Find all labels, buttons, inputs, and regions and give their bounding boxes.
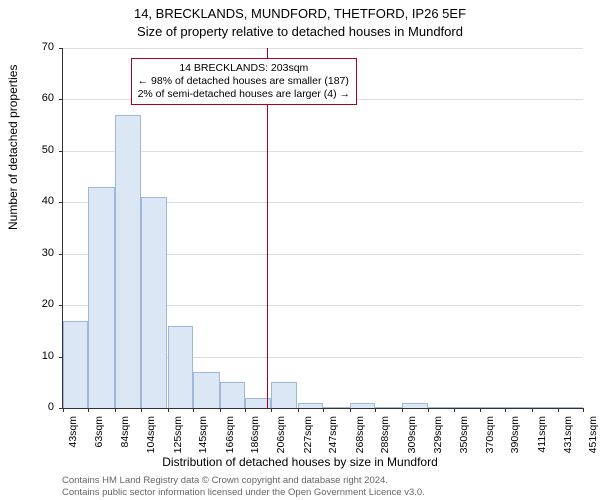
histogram-bar [168, 326, 193, 408]
y-tick-label: 40 [24, 195, 54, 207]
histogram-bar [193, 372, 220, 408]
histogram-bar [505, 407, 532, 408]
histogram-bar [141, 197, 168, 408]
y-tick [59, 202, 63, 203]
histogram-bar [480, 407, 505, 408]
y-tick-label: 30 [24, 247, 54, 259]
x-tick [428, 408, 429, 412]
histogram-bar [323, 407, 350, 408]
histogram-bar [63, 321, 88, 408]
gridline [63, 151, 583, 152]
x-tick [532, 408, 533, 412]
x-tick [505, 408, 506, 412]
histogram-bar [220, 382, 245, 408]
histogram-bar [88, 187, 115, 408]
y-tick-label: 0 [24, 401, 54, 413]
x-tick [193, 408, 194, 412]
y-tick [59, 151, 63, 152]
x-tick [375, 408, 376, 412]
chart-container: 14, BRECKLANDS, MUNDFORD, THETFORD, IP26… [0, 0, 600, 500]
x-tick [323, 408, 324, 412]
x-tick [141, 408, 142, 412]
info-box: 14 BRECKLANDS: 203sqm← 98% of detached h… [131, 58, 357, 105]
y-tick-label: 50 [24, 144, 54, 156]
footer-line1: Contains HM Land Registry data © Crown c… [62, 475, 582, 487]
histogram-bar [402, 403, 427, 408]
histogram-bar [298, 403, 323, 408]
x-tick [558, 408, 559, 412]
x-tick [298, 408, 299, 412]
y-tick [59, 99, 63, 100]
histogram-bar [532, 407, 557, 408]
x-tick [220, 408, 221, 412]
y-tick-label: 10 [24, 350, 54, 362]
histogram-bar [428, 407, 455, 408]
y-tick [59, 305, 63, 306]
chart-title-line2: Size of property relative to detached ho… [0, 24, 600, 39]
y-tick-label: 60 [24, 92, 54, 104]
histogram-bar [271, 382, 298, 408]
info-box-line: ← 98% of detached houses are smaller (18… [138, 75, 350, 88]
x-tick [480, 408, 481, 412]
x-tick [583, 408, 584, 412]
x-tick [454, 408, 455, 412]
gridline [63, 48, 583, 49]
x-tick [88, 408, 89, 412]
x-tick [402, 408, 403, 412]
histogram-bar [350, 403, 375, 408]
y-tick-label: 20 [24, 298, 54, 310]
info-box-title: 14 BRECKLANDS: 203sqm [138, 62, 350, 75]
x-tick [245, 408, 246, 412]
y-tick [59, 48, 63, 49]
histogram-bar [375, 407, 402, 408]
histogram-bar [454, 407, 479, 408]
x-tick [115, 408, 116, 412]
footer-attribution: Contains HM Land Registry data © Crown c… [62, 475, 582, 499]
chart-title-line1: 14, BRECKLANDS, MUNDFORD, THETFORD, IP26… [0, 6, 600, 21]
histogram-bar [558, 407, 583, 408]
x-axis-label: Distribution of detached houses by size … [0, 455, 600, 469]
x-tick [271, 408, 272, 412]
y-tick-label: 70 [24, 41, 54, 53]
x-tick [168, 408, 169, 412]
histogram-bar [115, 115, 140, 408]
plot-area: 43sqm63sqm84sqm104sqm125sqm145sqm166sqm1… [62, 48, 583, 409]
info-box-line: 2% of semi-detached houses are larger (4… [138, 88, 350, 101]
x-tick [350, 408, 351, 412]
y-axis-label: Number of detached properties [6, 65, 20, 230]
y-tick [59, 254, 63, 255]
x-tick [63, 408, 64, 412]
footer-line2: Contains public sector information licen… [62, 487, 582, 499]
